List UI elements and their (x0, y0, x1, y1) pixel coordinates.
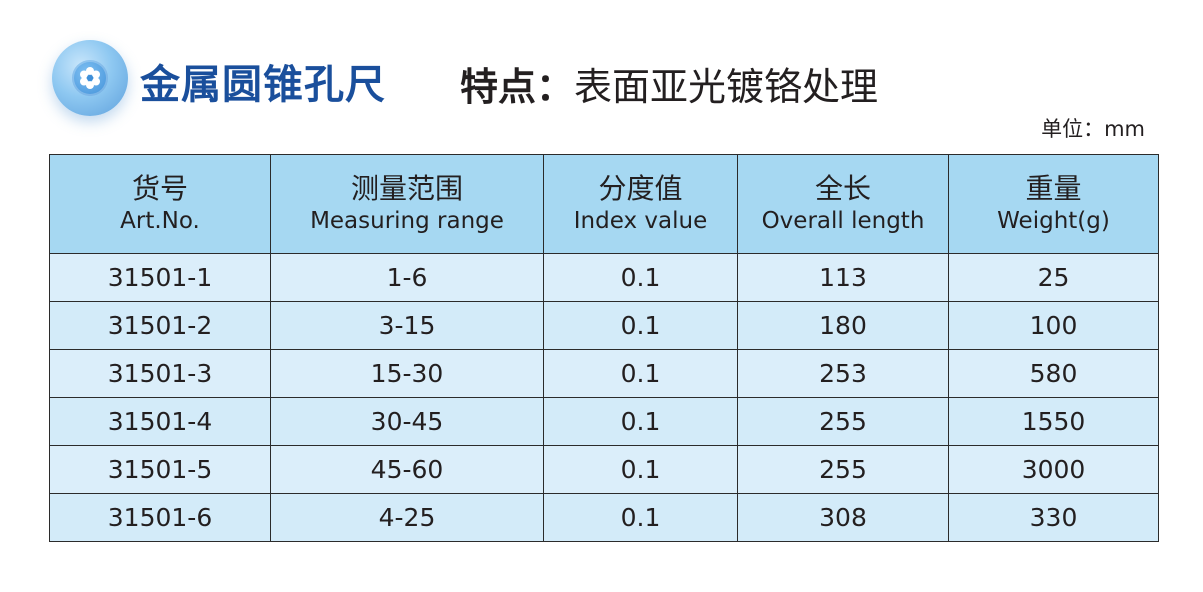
column-header-index-value: 分度值 Index value (543, 154, 738, 254)
cell-measuring-range: 3-15 (270, 301, 544, 350)
column-header-cn: 重量 (1025, 172, 1082, 205)
cell-art-no: 31501-6 (49, 493, 271, 542)
cell-overall-length: 308 (737, 493, 949, 542)
feature-label: 特点： (460, 65, 575, 109)
cell-art-no: 31501-1 (49, 253, 271, 302)
cell-index-value: 0.1 (543, 301, 738, 350)
cell-weight: 1550 (948, 397, 1159, 446)
unit-note: 单位：mm (1041, 117, 1145, 141)
table-row: 31501-1 1-6 0.1 113 25 (49, 253, 1159, 302)
cell-measuring-range: 1-6 (270, 253, 544, 302)
cell-index-value: 0.1 (543, 445, 738, 494)
table-row: 31501-3 15-30 0.1 253 580 (49, 349, 1159, 398)
column-header-en: Art.No. (120, 208, 200, 234)
cell-overall-length: 253 (737, 349, 949, 398)
column-header-weight: 重量 Weight(g) (948, 154, 1159, 254)
cell-weight: 100 (948, 301, 1159, 350)
table-row: 31501-4 30-45 0.1 255 1550 (49, 397, 1159, 446)
cell-weight: 580 (948, 349, 1159, 398)
cell-measuring-range: 4-25 (270, 493, 544, 542)
cell-index-value: 0.1 (543, 253, 738, 302)
column-header-cn: 全长 (814, 172, 871, 205)
column-header-cn: 货号 (131, 172, 188, 205)
cell-art-no: 31501-3 (49, 349, 271, 398)
column-header-en: Measuring range (310, 208, 504, 234)
feature-text: 表面亚光镀铬处理 (574, 65, 879, 109)
cell-art-no: 31501-5 (49, 445, 271, 494)
cell-measuring-range: 30-45 (270, 397, 544, 446)
badge-inner (72, 60, 108, 96)
badge (52, 40, 128, 116)
cell-weight: 25 (948, 253, 1159, 302)
column-header-en: Weight(g) (997, 208, 1110, 234)
cell-overall-length: 113 (737, 253, 949, 302)
page-header: 金属圆锥孔尺 特点：表面亚光镀铬处理 (52, 38, 1152, 122)
cell-overall-length: 255 (737, 445, 949, 494)
cell-art-no: 31501-4 (49, 397, 271, 446)
table-row: 31501-2 3-15 0.1 180 100 (49, 301, 1159, 350)
column-header-art-no: 货号 Art.No. (49, 154, 271, 254)
feature-line: 特点：表面亚光镀铬处理 (460, 56, 878, 111)
gear-icon (80, 67, 100, 89)
cell-art-no: 31501-2 (49, 301, 271, 350)
page-title: 金属圆锥孔尺 (140, 62, 386, 108)
cell-weight: 330 (948, 493, 1159, 542)
cell-weight: 3000 (948, 445, 1159, 494)
cell-overall-length: 255 (737, 397, 949, 446)
column-header-en: Index value (573, 208, 708, 234)
column-header-cn: 测量范围 (350, 172, 463, 205)
column-header-en: Overall length (761, 208, 925, 234)
cell-index-value: 0.1 (543, 493, 738, 542)
spec-table: 货号 Art.No. 测量范围 Measuring range 分度值 Inde… (49, 154, 1159, 542)
table-header-row: 货号 Art.No. 测量范围 Measuring range 分度值 Inde… (49, 154, 1159, 254)
table-row: 31501-5 45-60 0.1 255 3000 (49, 445, 1159, 494)
cell-overall-length: 180 (737, 301, 949, 350)
cell-index-value: 0.1 (543, 349, 738, 398)
cell-measuring-range: 45-60 (270, 445, 544, 494)
column-header-cn: 分度值 (598, 172, 683, 205)
cell-measuring-range: 15-30 (270, 349, 544, 398)
column-header-overall-length: 全长 Overall length (737, 154, 949, 254)
column-header-measuring-range: 测量范围 Measuring range (270, 154, 544, 254)
cell-index-value: 0.1 (543, 397, 738, 446)
table-row: 31501-6 4-25 0.1 308 330 (49, 493, 1159, 542)
